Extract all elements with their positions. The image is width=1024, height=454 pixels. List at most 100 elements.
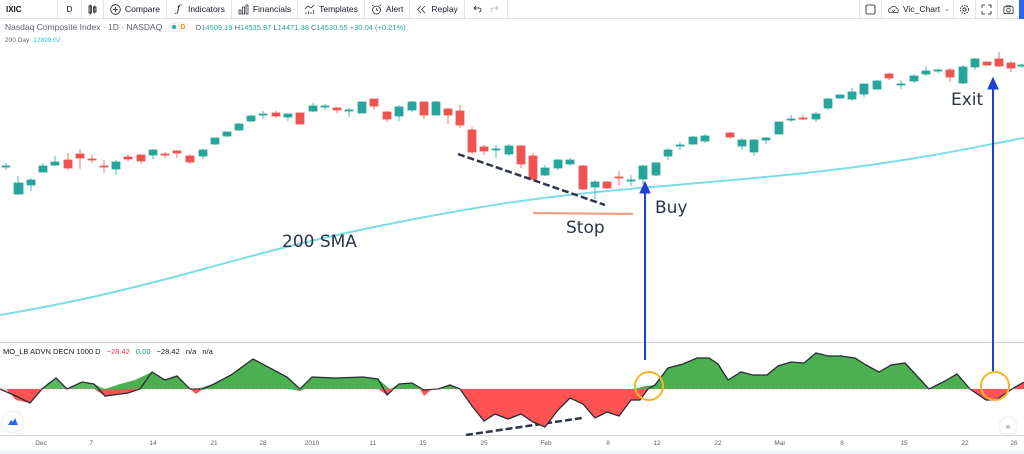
tradingview-logo-button[interactable] — [3, 412, 23, 432]
time-axis-label: 26 — [1010, 440, 1018, 447]
layout-name: Vic_Chart — [903, 4, 941, 14]
time-axis-label: 25 — [480, 440, 488, 447]
time-axis-label: Feb — [540, 440, 552, 447]
main-legend: Nasdaq Composite Index · 1D · NASDAQ D O… — [5, 22, 406, 32]
redo-icon[interactable] — [490, 4, 501, 15]
camera-icon — [1003, 4, 1014, 15]
templates-button[interactable]: Templates — [298, 0, 365, 19]
templates-icon — [304, 4, 315, 15]
financials-label: Financials — [252, 4, 292, 14]
indicator-name: MO_LB ADVN DECN 1000 D — [3, 347, 101, 356]
chart-type-button[interactable] — [82, 0, 104, 19]
fullscreen-button[interactable] — [975, 0, 997, 19]
replay-label: Replay — [431, 4, 458, 14]
candles-icon — [87, 4, 98, 15]
sma-200-line — [0, 137, 1024, 316]
templates-label: Templates — [319, 4, 358, 14]
compare-label: Compare — [125, 4, 160, 14]
square-icon — [865, 4, 876, 15]
time-axis-label: 7 — [89, 440, 93, 447]
oscillator-area — [0, 352, 1024, 428]
close-label: C — [310, 22, 317, 32]
interval-label: D — [66, 4, 73, 14]
price-trendline — [457, 152, 606, 207]
sma-label: 200 Day — [5, 37, 30, 44]
layout-button[interactable]: Vic_Chart ⌄ — [881, 0, 953, 19]
plus-circle-icon — [110, 3, 121, 15]
indicators-button[interactable]: ƒ Indicators — [167, 0, 232, 19]
sma-value: 12899.02 — [33, 37, 61, 44]
ohlc-values: O14509.19 H14535.97 L14471.38 C14530.55 … — [195, 23, 405, 32]
time-axis-label: 15 — [419, 440, 427, 447]
alert-button[interactable]: Alert — [365, 0, 411, 19]
alarm-clock-icon — [371, 4, 382, 15]
stop-annotation: Stop — [566, 218, 605, 238]
double-chevron-right-icon: » — [1005, 421, 1011, 431]
symbol-label: IXIC — [6, 4, 22, 14]
symbol-search-button[interactable]: IXIC — [0, 0, 58, 19]
time-axis-label: 8 — [840, 440, 844, 447]
rewind-icon — [416, 4, 427, 15]
stop-line — [532, 211, 634, 216]
buy-crossover-circle — [634, 371, 664, 401]
indicator-legend[interactable]: MO_LB ADVN DECN 1000 D −28.42 0.00 −28.4… — [3, 347, 213, 356]
replay-button[interactable]: Replay — [410, 0, 465, 19]
financials-button[interactable]: Financials — [232, 0, 299, 19]
publish-button[interactable] — [1019, 0, 1024, 19]
indicators-label: Indicators — [187, 4, 225, 14]
open-value: 14509.19 — [201, 22, 233, 32]
indicator-value-2: 0.00 — [135, 347, 151, 356]
indicator-value-3: −28.42 — [156, 347, 180, 356]
high-value: 14535.97 — [240, 22, 272, 32]
exit-annotation: Exit — [951, 90, 984, 110]
undo-redo-group — [465, 0, 508, 19]
snapshot-button[interactable] — [997, 0, 1019, 19]
indicator-value-1: −28.42 — [106, 347, 130, 356]
interval-button[interactable]: D — [58, 0, 82, 19]
symbol-title[interactable]: Nasdaq Composite Index · 1D · NASDAQ — [5, 22, 163, 32]
time-axis-label: 12 — [653, 440, 661, 447]
time-axis-label: 22 — [961, 440, 969, 447]
exit-crossover-circle — [980, 371, 1010, 401]
bar-chart-icon — [238, 4, 249, 15]
time-axis-label: 28 — [259, 440, 267, 447]
delayed-badge: D — [180, 23, 186, 31]
select-all-button[interactable] — [859, 0, 881, 19]
low-value: 14471.38 — [277, 22, 309, 32]
sma-legend[interactable]: 200 Day 12899.02 — [5, 37, 60, 44]
time-axis-label: 11 — [369, 440, 377, 447]
time-axis-label: 22 — [714, 440, 722, 447]
time-axis-label: 8 — [606, 440, 610, 447]
time-axis-label: 2010 — [304, 440, 320, 447]
indicator-value-5: n/a — [202, 347, 213, 356]
oscillator-line — [0, 352, 1024, 428]
close-value: 14530.55 — [316, 22, 348, 32]
market-status-badge: D — [168, 22, 190, 32]
time-axis[interactable]: Dec 7 14 21 28 2010 11 15 25 Feb 8 12 22 Mar 8 15 22 26 — [0, 436, 1024, 454]
settings-button[interactable] — [953, 0, 975, 19]
high-label: H — [234, 22, 241, 32]
compare-button[interactable]: Compare — [104, 0, 167, 19]
exit-arrow — [987, 76, 999, 372]
change-value: +30.04 (+0.21%) — [349, 22, 406, 32]
time-axis-label: 14 — [149, 440, 157, 447]
undo-icon[interactable] — [471, 4, 482, 15]
sma-annotation: 200 SMA — [282, 232, 357, 252]
function-icon: ƒ — [176, 3, 181, 15]
market-open-dot — [172, 25, 177, 29]
chart-canvas[interactable] — [0, 20, 1024, 436]
cloud-check-icon — [888, 4, 899, 15]
buy-annotation: Buy — [655, 198, 688, 218]
buy-arrow — [639, 180, 651, 360]
gear-icon — [959, 4, 970, 15]
cloud-logo-icon — [7, 413, 19, 431]
time-axis-label: Dec — [35, 440, 47, 447]
alert-label: Alert — [385, 4, 404, 14]
time-axis-label: 21 — [210, 440, 218, 447]
time-axis-label: Mar — [774, 440, 786, 447]
open-label: O — [195, 22, 202, 32]
indicator-value-4: n/a — [185, 347, 197, 356]
scroll-to-realtime-button[interactable]: » — [1000, 418, 1016, 434]
top-toolbar: IXIC D Compare ƒ Indicators Financials T… — [0, 0, 1024, 19]
fullscreen-icon — [981, 4, 992, 15]
